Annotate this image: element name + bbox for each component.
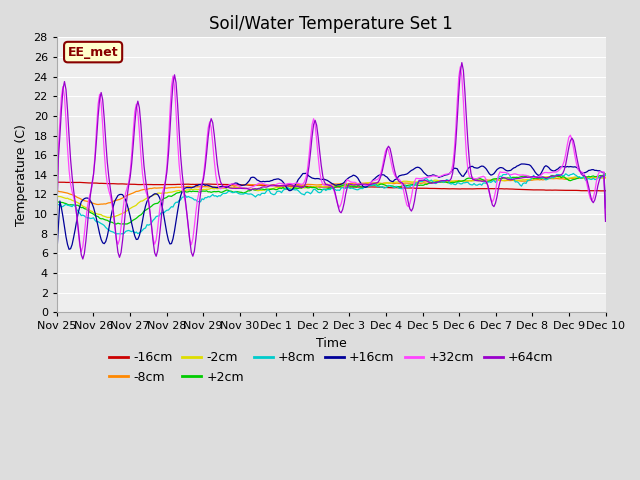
-8cm [573, 175, 580, 181]
+8cm [246, 191, 253, 197]
+2cm [113, 221, 120, 227]
+64cm [458, 60, 466, 65]
-8cm [218, 184, 226, 190]
-2cm [106, 215, 114, 220]
X-axis label: Time: Time [316, 337, 346, 350]
-2cm [53, 193, 61, 199]
+2cm [294, 185, 302, 191]
+64cm [574, 161, 582, 167]
-8cm [593, 174, 600, 180]
+32cm [602, 216, 609, 222]
+16cm [120, 194, 128, 200]
+8cm [122, 228, 129, 234]
+32cm [53, 210, 61, 216]
+8cm [218, 192, 226, 197]
+8cm [294, 188, 302, 193]
-2cm [602, 174, 609, 180]
-2cm [553, 174, 561, 180]
-2cm [218, 185, 226, 191]
+16cm [244, 180, 252, 185]
+2cm [236, 190, 244, 195]
+2cm [218, 190, 226, 195]
+64cm [53, 215, 61, 220]
Line: -8cm: -8cm [57, 177, 605, 204]
Line: +2cm: +2cm [57, 174, 605, 224]
+32cm [218, 185, 226, 191]
+16cm [216, 184, 224, 190]
+16cm [235, 181, 243, 187]
+16cm [573, 165, 580, 170]
+8cm [236, 191, 244, 197]
-8cm [246, 181, 253, 187]
+2cm [602, 171, 609, 177]
Line: +32cm: +32cm [57, 67, 605, 252]
+16cm [602, 205, 609, 211]
-2cm [294, 185, 302, 191]
Title: Soil/Water Temperature Set 1: Soil/Water Temperature Set 1 [209, 15, 453, 33]
-16cm [218, 181, 226, 187]
+8cm [113, 231, 120, 237]
+64cm [79, 256, 86, 262]
+64cm [246, 187, 253, 192]
-8cm [236, 182, 244, 188]
-16cm [602, 188, 609, 194]
+32cm [236, 184, 244, 190]
-8cm [602, 175, 609, 181]
-16cm [573, 188, 580, 193]
Y-axis label: Temperature (C): Temperature (C) [15, 124, 28, 226]
+64cm [602, 218, 609, 224]
+8cm [53, 202, 61, 208]
+32cm [574, 166, 582, 172]
-2cm [236, 185, 244, 191]
-8cm [94, 202, 102, 207]
Line: +64cm: +64cm [57, 62, 605, 259]
+64cm [236, 185, 244, 191]
+32cm [77, 249, 85, 254]
+2cm [122, 221, 129, 227]
+8cm [574, 174, 582, 180]
-2cm [574, 174, 582, 180]
Line: +16cm: +16cm [57, 164, 605, 254]
Line: +8cm: +8cm [57, 173, 605, 234]
-16cm [597, 188, 605, 194]
+64cm [294, 184, 302, 190]
Text: EE_met: EE_met [68, 46, 118, 59]
+16cm [293, 180, 301, 185]
+8cm [504, 170, 511, 176]
-2cm [246, 186, 253, 192]
-16cm [56, 179, 64, 185]
+2cm [573, 176, 580, 181]
+32cm [456, 64, 464, 70]
-16cm [236, 182, 244, 188]
+64cm [218, 182, 226, 188]
-16cm [53, 180, 61, 185]
-2cm [122, 209, 129, 215]
+2cm [246, 188, 253, 194]
-8cm [294, 181, 302, 187]
+16cm [518, 161, 525, 167]
-8cm [122, 193, 129, 199]
+16cm [53, 251, 61, 257]
+32cm [246, 185, 253, 191]
-16cm [122, 181, 129, 187]
Line: -16cm: -16cm [57, 182, 605, 191]
-16cm [294, 183, 302, 189]
+2cm [53, 199, 61, 204]
-8cm [53, 188, 61, 194]
Line: -2cm: -2cm [57, 177, 605, 217]
Legend: -16cm, -8cm, -2cm, +2cm, +8cm, +16cm, +32cm, +64cm: -16cm, -8cm, -2cm, +2cm, +8cm, +16cm, +3… [104, 347, 558, 389]
+8cm [602, 172, 609, 178]
-16cm [246, 182, 253, 188]
+64cm [122, 206, 129, 212]
+32cm [122, 190, 129, 196]
+32cm [294, 180, 302, 186]
